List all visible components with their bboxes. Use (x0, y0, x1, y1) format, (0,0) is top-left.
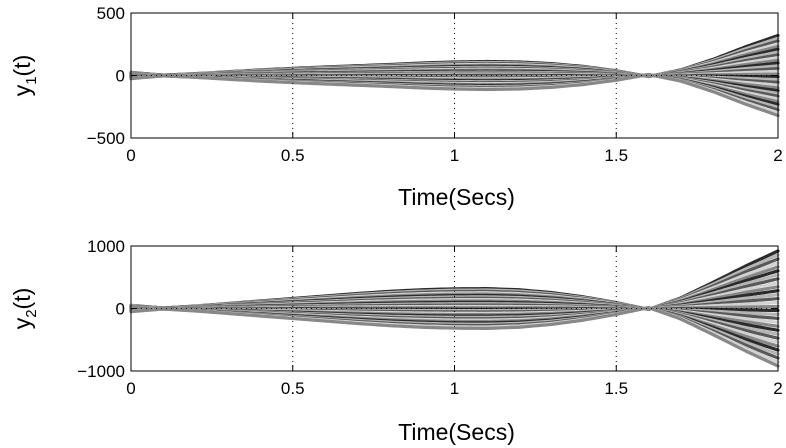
y2-y-tick-label: −1000 (77, 362, 125, 381)
y2-y-axis-title: y2(t) (9, 288, 40, 330)
y2-ticks (130, 245, 779, 372)
y1-y-axis-suffix: (t) (9, 55, 35, 77)
y2-series-group (129, 249, 780, 368)
y1-y-axis-sub: 1 (23, 76, 40, 84)
y1-grid (131, 13, 778, 138)
y2-y-tick-labels: −1000 0 1000 (77, 237, 125, 381)
y2-y-axis-sub: 2 (23, 309, 40, 317)
y1-x-tick-label: 0.5 (281, 146, 305, 165)
y2-x-tick-label: 1.5 (604, 379, 628, 398)
y1-ticks (130, 12, 779, 139)
y2-x-tick-label: 1 (450, 379, 459, 398)
y2-y-tick-label: 1000 (87, 237, 125, 256)
y2-x-tick-label: 0 (126, 379, 135, 398)
y1-y-axis-title: y1(t) (9, 55, 40, 97)
y2-x-tick-label: 2 (773, 379, 782, 398)
y1-y-tick-label: 500 (97, 4, 125, 23)
y2-y-axis-suffix: (t) (9, 288, 35, 310)
y1-y-axis-main: y (9, 84, 35, 96)
y2-series-line (129, 305, 780, 368)
y2-y-axis-main: y (9, 317, 35, 329)
y1-x-tick-label: 1.5 (604, 146, 628, 165)
y1-x-axis-title: Time(Secs) (398, 184, 515, 210)
y1-x-tick-label: 0 (126, 146, 135, 165)
y2-y-tick-label: 0 (116, 300, 125, 319)
y2-x-tick-label: 0.5 (281, 379, 305, 398)
y2-grid (131, 246, 778, 371)
y1-x-tick-labels: 0 0.5 1 1.5 2 (126, 146, 782, 165)
y1-y-tick-label: −500 (87, 129, 125, 148)
y1-x-tick-label: 2 (773, 146, 782, 165)
y1-y-tick-label: 0 (116, 67, 125, 86)
y2-x-axis-title: Time(Secs) (398, 419, 515, 445)
y1-x-tick-label: 1 (450, 146, 459, 165)
y1-y-tick-labels: −500 0 500 (87, 4, 125, 148)
y2-x-tick-labels: 0 0.5 1 1.5 2 (126, 379, 782, 398)
